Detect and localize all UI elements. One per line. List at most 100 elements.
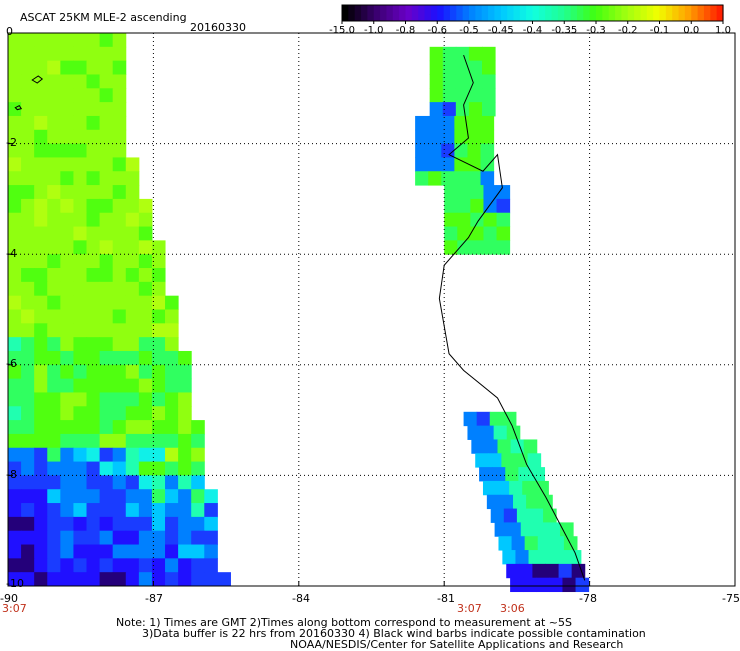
data-cell	[73, 46, 88, 62]
data-cell	[138, 461, 153, 476]
colorbar-label: -0.1	[650, 25, 670, 36]
data-cell	[571, 563, 586, 579]
x-tick-label: -75	[722, 592, 740, 605]
data-cell	[513, 494, 527, 510]
data-cell	[86, 323, 101, 338]
data-cell	[482, 74, 496, 89]
data-cell	[484, 439, 499, 454]
data-cell	[73, 392, 88, 407]
data-cell	[21, 46, 35, 62]
colorbar-segment	[672, 5, 680, 21]
data-cell	[8, 530, 22, 546]
data-cell	[99, 254, 114, 269]
colorbar-segment	[519, 5, 527, 21]
data-cell	[99, 115, 114, 131]
data-cell	[8, 309, 22, 324]
data-cell	[8, 461, 22, 476]
data-cell	[21, 143, 35, 158]
data-cell	[99, 295, 114, 310]
data-cell	[506, 425, 521, 440]
data-cell	[496, 212, 511, 228]
data-cell	[178, 475, 192, 490]
data-cell	[34, 295, 48, 310]
data-cell	[165, 378, 179, 393]
data-cell	[86, 157, 101, 172]
colorbar-label: -15.0	[329, 25, 355, 36]
data-cell	[165, 420, 179, 435]
data-cell	[138, 503, 153, 518]
data-cell	[86, 281, 101, 297]
data-cell	[21, 544, 35, 559]
colorbar-segment	[697, 5, 705, 21]
data-cell	[34, 364, 48, 380]
data-cell	[8, 516, 22, 532]
data-cell	[34, 350, 48, 366]
colorbar-segment	[691, 5, 699, 21]
data-cell	[86, 268, 101, 283]
data-cell	[86, 392, 101, 407]
data-cell	[125, 240, 140, 255]
data-cell	[138, 295, 153, 310]
x-tick-label: -84	[292, 592, 310, 605]
data-cell	[8, 268, 22, 283]
data-cell	[60, 558, 74, 573]
data-cell	[178, 378, 192, 393]
data-cell	[138, 475, 153, 490]
data-cell	[112, 392, 127, 407]
data-cell	[125, 461, 140, 476]
data-cell	[428, 157, 442, 172]
data-cell	[455, 74, 470, 89]
data-cell	[99, 461, 114, 476]
data-cell	[516, 508, 531, 523]
data-cell	[99, 143, 114, 158]
colorbar-segment	[589, 5, 597, 21]
data-cell	[138, 254, 153, 269]
data-cell	[138, 337, 153, 352]
data-cell	[34, 447, 48, 463]
data-cell	[21, 254, 35, 269]
data-cell	[86, 558, 101, 573]
data-cell	[178, 530, 192, 546]
data-cell	[47, 337, 61, 352]
data-cell	[99, 447, 114, 463]
colorbar-label: -0.4	[523, 25, 543, 36]
data-cell	[112, 157, 127, 172]
data-cell	[47, 240, 61, 255]
data-cell	[99, 406, 114, 421]
data-cell	[112, 102, 127, 117]
data-cell	[73, 350, 88, 366]
grid	[8, 33, 735, 586]
data-cell	[99, 323, 114, 338]
colorbar-segment	[418, 5, 426, 21]
data-cell	[112, 74, 127, 89]
colorbar-segment	[373, 5, 381, 21]
data-cell	[165, 323, 179, 338]
data-cell	[34, 254, 48, 269]
data-cell	[463, 411, 478, 427]
data-cell	[496, 185, 511, 200]
data-cell	[34, 530, 48, 546]
data-cell	[204, 503, 218, 518]
colorbar-label: -0.8	[396, 25, 416, 36]
data-cell	[21, 60, 35, 75]
data-cell	[34, 46, 48, 62]
data-cell	[60, 530, 74, 546]
data-cell	[99, 516, 114, 532]
colorbar-segment	[494, 5, 502, 21]
data-cell	[429, 46, 444, 62]
data-cell	[73, 489, 88, 504]
data-cell	[34, 378, 48, 393]
data-cell	[541, 550, 556, 565]
colorbar-segment	[545, 5, 553, 21]
data-cell	[429, 60, 444, 75]
data-cell	[204, 558, 218, 573]
data-cell	[60, 102, 74, 117]
data-cell	[47, 74, 61, 89]
data-cell	[73, 516, 88, 532]
data-cell	[527, 453, 542, 468]
data-cell	[99, 420, 114, 435]
data-cell	[457, 226, 471, 241]
data-cell	[480, 129, 495, 145]
data-cell	[21, 212, 35, 228]
data-cell	[482, 102, 496, 117]
